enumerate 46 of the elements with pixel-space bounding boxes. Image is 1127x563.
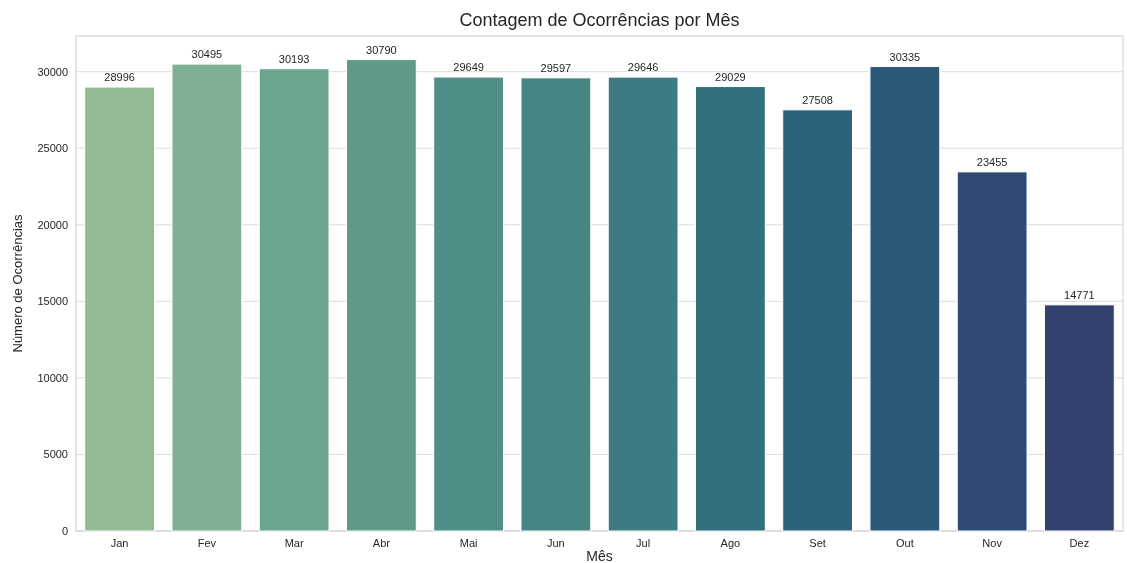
y-tick-label: 5000 — [43, 448, 68, 461]
data-label: 29649 — [453, 61, 484, 74]
x-tick-label: Mai — [459, 537, 478, 549]
y-tick-label: 0 — [61, 524, 68, 537]
bar — [694, 86, 766, 532]
bar — [607, 76, 679, 532]
x-tick-label: Fev — [197, 537, 217, 549]
x-tick-label: Ago — [720, 537, 741, 549]
x-tick-label: Mar — [284, 537, 304, 549]
y-axis-title: Número de Ocorrências — [10, 214, 25, 353]
bar — [869, 66, 941, 532]
data-label: 30193 — [278, 52, 310, 65]
x-tick-label: Set — [809, 537, 826, 549]
x-tick-label: Nov — [982, 537, 1003, 549]
x-tick-label: Abr — [372, 537, 391, 549]
y-tick-label: 20000 — [37, 218, 68, 231]
bar — [782, 109, 854, 532]
bar — [258, 68, 330, 532]
data-label: 14771 — [1064, 288, 1095, 301]
bar — [345, 59, 417, 532]
data-label: 30495 — [191, 48, 223, 61]
x-tick-label: Jun — [547, 537, 565, 549]
bar — [520, 77, 592, 532]
y-tick-label: 15000 — [37, 295, 68, 308]
bar — [84, 86, 156, 532]
data-label: 29597 — [540, 61, 572, 74]
data-label: 28996 — [104, 71, 135, 84]
x-tick-label: Jan — [110, 537, 129, 549]
data-label: 27508 — [802, 93, 833, 106]
data-label: 23455 — [976, 155, 1008, 168]
bar — [1043, 304, 1115, 532]
x-tick-label: Dez — [1069, 537, 1090, 549]
x-tick-label: Jul — [636, 537, 651, 549]
y-tick-label: 30000 — [37, 65, 68, 78]
bar — [171, 63, 243, 532]
chart-title: Contagem de Ocorrências por Mês — [459, 10, 740, 30]
x-axis-title: Mês — [586, 548, 613, 563]
y-tick-label: 10000 — [37, 371, 68, 384]
bar — [956, 171, 1028, 532]
bar — [433, 76, 505, 532]
data-label: 29029 — [715, 70, 746, 83]
data-label: 29646 — [627, 61, 659, 74]
y-tick-label: 25000 — [37, 142, 68, 155]
data-label: 30790 — [366, 43, 397, 56]
data-label: 30335 — [889, 50, 921, 63]
x-tick-label: Out — [896, 537, 914, 549]
